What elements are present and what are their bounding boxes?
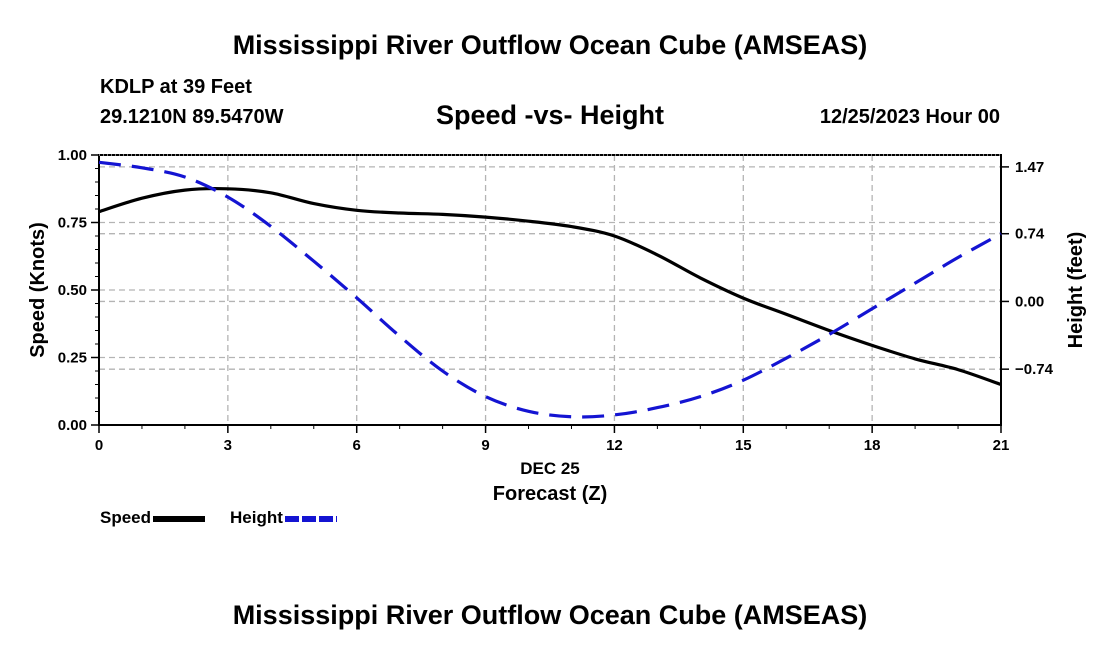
- coordinates-label: 29.1210N 89.5470W: [100, 106, 284, 128]
- chart-title: Mississippi River Outflow Ocean Cube (AM…: [232, 30, 868, 60]
- y-axis-title: Speed (Knots): [27, 222, 49, 358]
- y2-axis-title: Height (feet): [1065, 232, 1087, 349]
- y2-tick-label: −0.74: [1015, 361, 1054, 378]
- y2-tick-label: 0.74: [1015, 226, 1045, 243]
- x-tick-label: 18: [864, 437, 881, 454]
- station-label: KDLP at 39 Feet: [100, 76, 252, 98]
- y-tick-label: 0.75: [58, 215, 87, 232]
- x-tick-label: 3: [224, 437, 232, 454]
- x-axis-title: Forecast (Z): [493, 483, 607, 505]
- x-tick-label: 0: [95, 437, 103, 454]
- legend-item-speed: Speed: [100, 508, 206, 528]
- datetime-label: 12/25/2023 Hour 00: [819, 106, 1000, 128]
- y-tick-label: 0.00: [58, 417, 87, 434]
- series-line-height: [98, 160, 1002, 419]
- x-tick-label: 12: [606, 437, 623, 454]
- y2-tick-label: 0.00: [1015, 293, 1044, 310]
- y-tick-label: 0.25: [58, 350, 87, 367]
- legend-swatch-height: [284, 515, 337, 522]
- x-tick-label: 21: [993, 437, 1010, 454]
- legend-label-speed: Speed: [100, 508, 152, 527]
- legend-label-height: Height: [230, 508, 283, 527]
- x-axis-date-label: DEC 25: [520, 459, 580, 478]
- legend-swatch-speed: [153, 515, 206, 522]
- x-tick-label: 15: [735, 437, 752, 454]
- series-line-speed: [98, 186, 1002, 387]
- y2-tick-label: 1.47: [1015, 159, 1044, 176]
- y-tick-label: 0.50: [58, 282, 87, 299]
- chart-subtitle: Speed -vs- Height: [435, 100, 665, 130]
- legend-item-height: Height: [230, 508, 337, 528]
- x-tick-label: 9: [481, 437, 489, 454]
- y-tick-label: 1.00: [58, 147, 87, 164]
- footer-title: Mississippi River Outflow Ocean Cube (AM…: [232, 600, 868, 630]
- x-tick-label: 6: [353, 437, 361, 454]
